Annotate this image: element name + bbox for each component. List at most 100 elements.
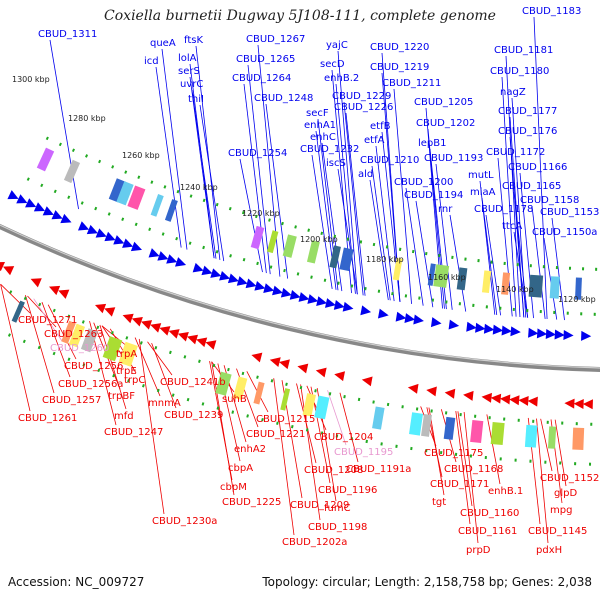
leader-line xyxy=(247,64,271,275)
track-tick xyxy=(359,240,363,244)
reverse-gene-arrow xyxy=(407,383,419,394)
track-tick xyxy=(391,291,394,296)
track-tick xyxy=(574,462,577,466)
leader-line xyxy=(415,200,434,308)
leader-line xyxy=(536,418,549,544)
gene-label: CBUD_1150a xyxy=(532,227,597,238)
scale-label: 1160 kbp xyxy=(428,273,466,282)
track-tick xyxy=(38,302,42,307)
track-tick xyxy=(37,345,41,350)
leader-line xyxy=(393,88,412,304)
track-tick xyxy=(350,437,354,441)
feature-blocks xyxy=(11,147,585,450)
leader-line xyxy=(540,418,553,472)
reverse-gene-arrow xyxy=(104,307,116,317)
gene-label: serS xyxy=(178,66,200,77)
track-tick xyxy=(539,310,542,314)
gene-label: CBUD_1215 xyxy=(256,414,315,425)
track-tick xyxy=(71,148,75,153)
gene-label: CBUD_1196 xyxy=(318,485,377,496)
leader-line xyxy=(191,89,217,259)
gene-label: CBUD_1263 xyxy=(44,329,103,340)
feature-block xyxy=(253,381,265,405)
track-tick xyxy=(398,247,402,251)
track-tick xyxy=(532,419,535,423)
reverse-gene-arrow xyxy=(131,316,143,327)
track-tick xyxy=(410,446,413,451)
track-tick xyxy=(517,418,520,422)
reverse-gene-arrow xyxy=(297,363,309,374)
gene-label: CBUD_1202a xyxy=(282,537,347,548)
gene-label: CBUD_1311 xyxy=(38,29,97,40)
footer-accession: Accession: NC_009727 xyxy=(8,575,145,589)
feature-block xyxy=(314,395,330,420)
track-tick xyxy=(242,257,246,262)
leader-line xyxy=(273,378,295,536)
forward-gene-arrow xyxy=(404,313,416,324)
gene-label: CBUD_1204 xyxy=(314,432,373,443)
track-tick xyxy=(568,266,572,270)
feature-block xyxy=(116,181,134,206)
forward-gene-arrow xyxy=(7,190,19,200)
gene-label: mutL xyxy=(468,170,494,181)
gene-label: CBUD_1209 xyxy=(290,500,349,511)
leader-line xyxy=(147,341,173,376)
feature-block xyxy=(549,276,560,299)
feature-block xyxy=(456,267,468,291)
leader-line xyxy=(485,214,502,316)
track-tick xyxy=(357,397,361,402)
track-tick xyxy=(553,310,556,315)
feature-block xyxy=(392,257,403,281)
track-tick xyxy=(544,460,547,464)
forward-gene-arrow xyxy=(342,301,354,312)
gene-label: CBUD_1220 xyxy=(370,42,429,53)
track-tick xyxy=(314,389,317,393)
track-tick xyxy=(183,355,187,359)
gene-label: iscS xyxy=(326,158,346,169)
gene-label: CBUD_1158 xyxy=(520,195,579,206)
leader-line xyxy=(405,187,424,306)
forward-gene-arrow xyxy=(95,228,107,238)
track-tick xyxy=(67,357,71,362)
feature-block xyxy=(443,416,456,440)
forward-gene-arrow xyxy=(581,330,592,341)
feature-block xyxy=(61,320,76,344)
track-tick xyxy=(575,422,578,426)
leader-line xyxy=(554,419,567,487)
gene-label: CBUD_1145 xyxy=(528,526,587,537)
gene-label: CBUD_1183 xyxy=(522,6,581,17)
reverse-gene-arrow xyxy=(159,326,171,336)
gene-label: CBUD_1221 xyxy=(246,429,305,440)
reverse-gene-arrow xyxy=(426,386,437,397)
forward-gene-arrow xyxy=(113,235,125,245)
gene-label: glpD xyxy=(554,488,577,499)
gene-label: CBUD_1241b xyxy=(160,377,226,388)
leader-line xyxy=(337,168,358,295)
track-tick xyxy=(227,367,230,372)
track-tick xyxy=(425,251,428,256)
forward-gene-arrow xyxy=(272,285,283,296)
forward-gene-arrow xyxy=(501,325,512,336)
track-tick xyxy=(246,414,249,418)
leader-line xyxy=(161,48,188,250)
leader-line xyxy=(513,191,529,318)
feature-block xyxy=(306,240,320,264)
forward-gene-arrow xyxy=(210,268,222,278)
forward-gene-arrow xyxy=(298,292,310,302)
scale-label: 1300 kbp xyxy=(12,75,50,84)
track-tick xyxy=(110,330,114,335)
genome-map: 1300 kbp 1280 kbp 1260 kbp 1240 kbp 1220 kbp… xyxy=(0,6,600,556)
leader-line xyxy=(463,411,479,544)
gene-label: CBUD_1176 xyxy=(498,126,557,137)
track-tick xyxy=(310,275,313,279)
forward-gene-arrow xyxy=(86,224,98,235)
track-tick xyxy=(26,177,30,181)
backbone-group xyxy=(0,223,600,372)
track-tick xyxy=(588,462,592,466)
track-tick xyxy=(320,231,324,236)
track-tick xyxy=(241,210,245,215)
leader-line xyxy=(343,101,364,296)
track-tick xyxy=(499,306,502,310)
track-tick xyxy=(22,339,26,344)
reverse-gene-arrow xyxy=(58,289,70,299)
